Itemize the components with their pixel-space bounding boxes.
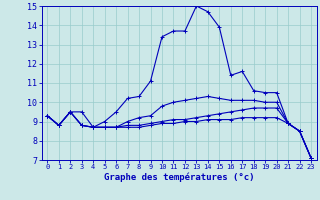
X-axis label: Graphe des températures (°c): Graphe des températures (°c) [104, 173, 254, 182]
